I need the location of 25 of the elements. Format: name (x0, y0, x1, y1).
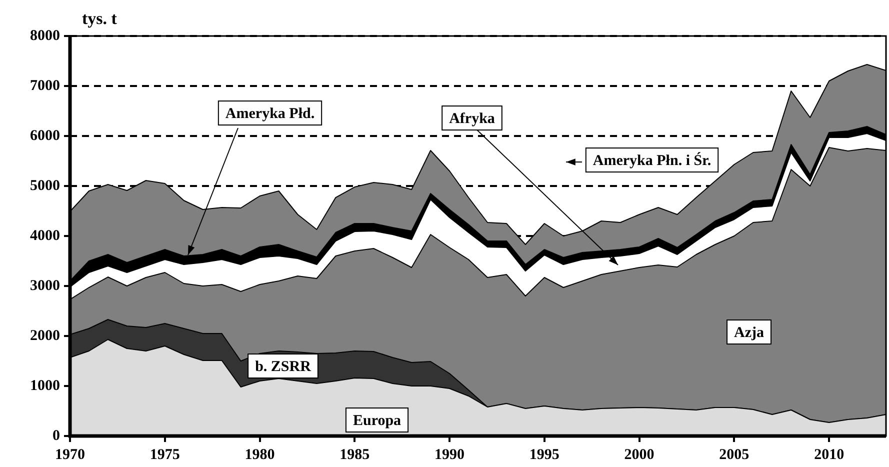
series-label: Azja (734, 324, 764, 341)
x-tick-label: 2010 (814, 446, 844, 463)
y-tick-label: 4000 (30, 228, 60, 244)
y-tick-label: 8000 (30, 28, 60, 44)
x-tick-label: 1995 (529, 446, 560, 463)
x-tick-label: 1990 (434, 446, 465, 463)
x-tick-label: 1970 (55, 446, 85, 463)
y-tick-label: 0 (52, 428, 60, 444)
y-tick-label: 7000 (30, 78, 60, 94)
x-tick-label: 1980 (244, 446, 275, 463)
text: Ameryka Płd. (225, 106, 315, 122)
y-axis-title: tys. t (82, 8, 118, 28)
y-tick-label: 5000 (30, 178, 60, 194)
x-tick-label: 2005 (719, 446, 750, 463)
x-tick-label: 2000 (624, 446, 654, 463)
x-tick-label: 1975 (150, 446, 180, 463)
y-tick-label: 1000 (30, 378, 60, 394)
y-tick-label: 3000 (30, 278, 60, 294)
y-tick-label: 2000 (30, 328, 60, 344)
y-tick-label: 6000 (30, 128, 60, 144)
legend-label: Ameryka Płn. i Śr. (592, 152, 712, 169)
series-label: Europa (352, 412, 402, 429)
series-label: b. ZSRR (255, 358, 312, 375)
text: Afryka (449, 110, 496, 127)
x-tick-label: 1985 (340, 446, 370, 463)
